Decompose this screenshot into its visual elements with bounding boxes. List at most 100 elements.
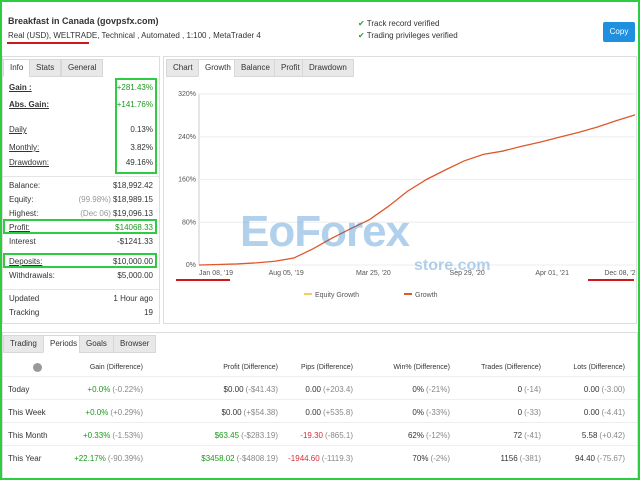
row-divider [3,399,637,400]
column-header: Lots (Difference) [573,364,625,371]
watermark: EoForex [240,207,410,256]
stat-label: Drawdown: [9,158,50,167]
stat-number: $18,992.42 [112,181,153,190]
cell: +0.33% (-1.53%) [83,431,143,440]
column-header: Win% (Difference) [393,364,450,371]
separator [3,176,159,177]
stat-prefix: (Dec 06) [80,209,111,218]
cell-diff: (-2%) [430,454,450,463]
cell-diff: (-90.39%) [107,454,143,463]
tab[interactable]: Stats [29,59,62,77]
cell: 0.00 (-3.00) [584,385,625,394]
column-header: Pips (Difference) [300,364,353,371]
cell-diff: (-41) [524,431,541,440]
underline [7,42,89,44]
cell-value: +0.33% [82,431,111,440]
highlight [3,253,157,268]
x-tick-label: Dec 08, '21 [604,270,636,277]
cell: 5.58 (+0.42) [582,431,625,440]
cell-value: $3458.02 [201,454,235,463]
cell-diff: (-3.00) [601,385,625,394]
cell: $0.00 (+$54.38) [222,408,279,417]
cell-value: $0.00 [223,385,244,394]
cell-diff: (-1119.3) [321,454,353,463]
cell: $0.00 (-$41.43) [224,385,279,394]
y-tick-label: 0% [186,262,196,269]
chart-panel: 0% 80% 160% 240% 320% Jan 08, '19 Aug 05, '19 M… [163,56,638,324]
cell: +22.17% (-90.39%) [74,454,143,463]
cell-value: 70% [412,454,429,463]
cell: 0 (-33) [518,408,541,417]
stat-label: Equity: [9,195,34,204]
cell-diff: (-21%) [425,385,450,394]
periods-panel: Trading Periods Goals Browser Gain (Differen… [2,332,638,478]
stat-label: Gain : [9,83,32,92]
cell-value: 5.58 [581,431,598,440]
cell-diff: (+0.42) [599,431,625,440]
copy-button[interactable]: Copy [603,22,635,42]
cell: 0 (-14) [518,385,541,394]
column-header: Profit (Difference) [223,364,278,371]
stat-number: 49.16% [125,158,153,167]
x-tick-label: Apr 01, '21 [535,270,569,277]
row-divider [3,422,637,423]
stat-number: $18,989.15 [112,195,153,204]
cell-diff: (-865.1) [324,431,353,440]
tab[interactable]: Goals [79,335,114,353]
tab[interactable]: Growth [198,59,238,77]
cell: 1156 (-381) [500,454,541,463]
tab[interactable]: Balance [234,59,277,77]
stat-label: Balance: [9,181,41,190]
stat-number: $10,000.00 [112,257,153,266]
legend-label: Growth [415,292,438,299]
stat-value: $18,992.42 [113,181,153,190]
growth-line [198,114,636,266]
highlight [115,78,157,174]
stat-value: 49.16% [126,158,153,167]
cell-diff: (+0.29%) [110,408,143,417]
tab[interactable]: Chart [166,59,200,77]
row-label: This Week [8,408,46,417]
cell: +0.0% (+0.29%) [85,408,143,417]
cell-value: -1944.60 [288,454,320,463]
underline [588,279,634,281]
separator [3,289,159,290]
cell-diff: (-4.41) [601,408,625,417]
title: Breakfast in Canada (govpsfx.com) [8,16,159,26]
cell: 0.00 (-4.41) [584,408,625,417]
tab[interactable]: Info [3,59,31,77]
stat-value: (Dec 06) $19,096.13 [80,209,153,218]
cell-diff: (-381) [519,454,541,463]
stat-number: $14068.33 [115,223,153,232]
x-tick-label: Aug 05, '19 [269,270,304,277]
account: Real (USD), WELTRADE [8,31,98,40]
cell-value: 0.00 [583,385,600,394]
cell-value: +22.17% [74,454,106,463]
tab[interactable]: General [61,59,104,77]
check: ✔ Trading privileges verified [358,31,458,40]
cell-value: $63.45 [214,431,240,440]
cell: 0% (-21%) [412,385,450,394]
tab[interactable]: Periods [43,335,85,353]
cell: -1944.60 (-1119.3) [288,454,353,463]
x-tick-label: Sep 29, '20 [450,270,485,277]
cell: +0.0% (-0.22%) [87,385,143,394]
cell-value: 0 [517,408,523,417]
cell-diff: (-0.22%) [112,385,143,394]
tab[interactable]: Browser [113,335,157,353]
cell-diff: (+203.4) [322,385,353,394]
stat-number: $19,096.13 [112,209,153,218]
cell: 0.00 (+203.4) [305,385,353,394]
cell-diff: (-33%) [425,408,450,417]
stat-number: 1 Hour ago [113,294,153,303]
y-tick-label: 320% [178,91,196,98]
stat-number: -$1241.33 [116,237,153,246]
tab[interactable]: Trading [3,335,44,353]
cell-value: 0 [517,385,523,394]
cell: $63.45 (-$283.19) [215,431,278,440]
tab[interactable]: Drawdown [302,59,354,77]
stat-value: 0.13% [130,125,153,134]
stat-value: (99.98%) $18,989.15 [78,195,153,204]
stat-prefix: (99.98%) [78,195,111,204]
cell-value: +0.0% [87,385,111,394]
